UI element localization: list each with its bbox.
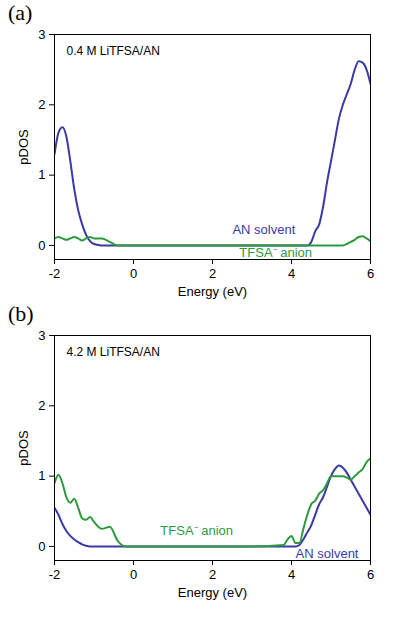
svg-text:1: 1 [38, 468, 45, 483]
svg-text:6: 6 [367, 567, 374, 582]
svg-text:AN solvent: AN solvent [232, 222, 295, 237]
svg-text:4: 4 [288, 266, 295, 281]
svg-text:4: 4 [288, 567, 295, 582]
svg-text:Energy (eV): Energy (eV) [178, 284, 247, 299]
svg-text:pDOS: pDOS [16, 129, 31, 165]
html-text:(b): (b) [8, 301, 34, 326]
svg-text:0: 0 [130, 567, 137, 582]
svg-text:0: 0 [38, 539, 45, 554]
svg-text:-2: -2 [49, 266, 61, 281]
svg-text:-2: -2 [49, 567, 61, 582]
svg-text:0: 0 [130, 266, 137, 281]
svg-text:3: 3 [38, 27, 45, 42]
svg-text:2: 2 [209, 266, 216, 281]
svg-text:pDOS: pDOS [16, 430, 31, 466]
svg-text:TFSA⁻ anion: TFSA⁻ anion [239, 245, 312, 260]
svg-text:3: 3 [38, 328, 45, 343]
svg-text:2: 2 [38, 97, 45, 112]
svg-text:TFSA⁻ anion: TFSA⁻ anion [160, 523, 233, 538]
svg-text:0: 0 [38, 238, 45, 253]
svg-text:Energy (eV): Energy (eV) [178, 585, 247, 600]
svg-text:AN solvent: AN solvent [296, 546, 359, 561]
svg-text:2: 2 [209, 567, 216, 582]
svg-text:0.4 M LiTFSA/AN: 0.4 M LiTFSA/AN [67, 44, 160, 58]
svg-text:6: 6 [367, 266, 374, 281]
svg-text:4.2 M LiTFSA/AN: 4.2 M LiTFSA/AN [67, 345, 160, 359]
svg-text:2: 2 [38, 398, 45, 413]
svg-text:1: 1 [38, 167, 45, 182]
html-text:(a): (a) [8, 0, 33, 25]
